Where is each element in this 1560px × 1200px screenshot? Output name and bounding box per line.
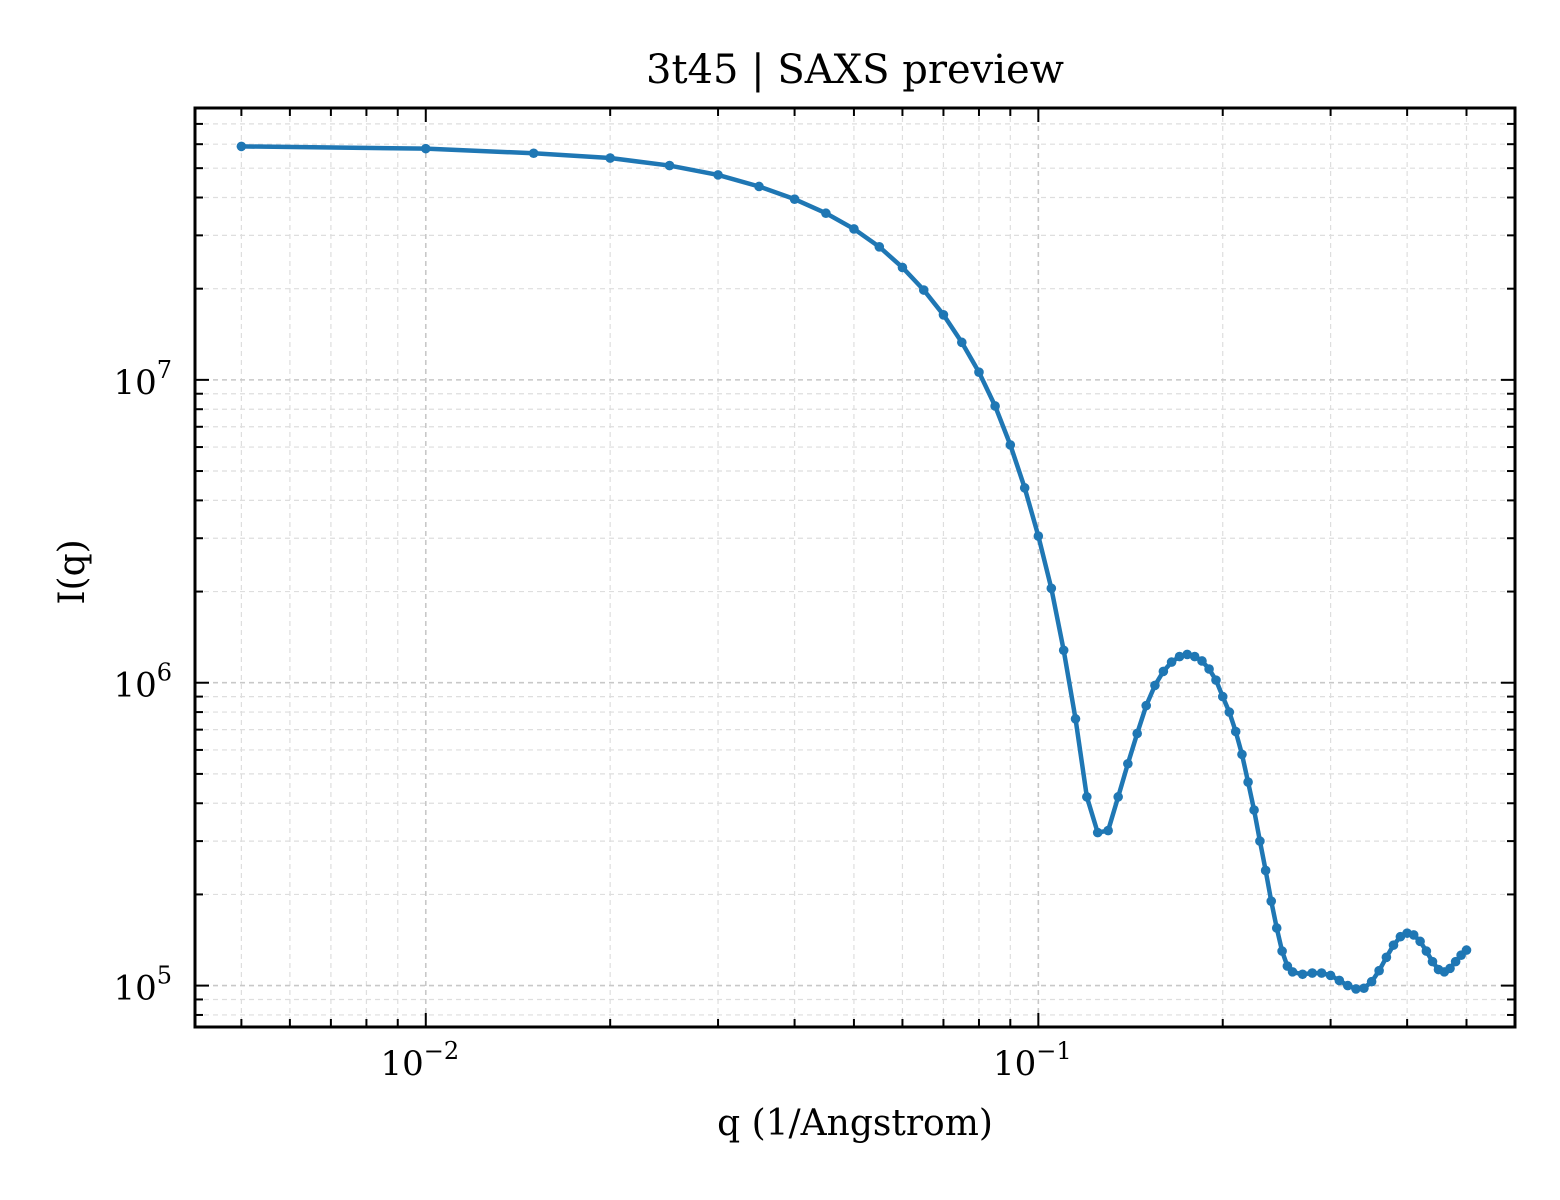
- data-point: [1019, 483, 1030, 493]
- data-point: [849, 224, 859, 234]
- data-point: [1189, 651, 1200, 662]
- y-tick-label-base: 10: [113, 969, 156, 1009]
- data-point: [990, 401, 1000, 411]
- data-point: [1266, 896, 1277, 906]
- y-tick-label-base: 10: [113, 666, 156, 706]
- data-point: [1123, 758, 1133, 769]
- data-point: [1132, 728, 1142, 739]
- x-tick-label-base: 10: [993, 1044, 1036, 1084]
- grid: [195, 108, 1515, 1027]
- data-point: [1277, 946, 1287, 956]
- data-point: [754, 181, 764, 192]
- y-axis-label: I(q): [52, 539, 93, 604]
- data-point: [1325, 970, 1336, 981]
- data-point: [528, 148, 539, 159]
- data-point: [1461, 945, 1472, 955]
- x-axis-label: q (1/Angstrom): [717, 1103, 993, 1144]
- x-tick-label-base: 10: [380, 1044, 423, 1084]
- y-tick-label-base: 10: [113, 363, 156, 403]
- data-point: [938, 309, 949, 320]
- chart-title: 3t45 | SAXS preview: [646, 47, 1064, 93]
- y-tick-label: 106: [113, 659, 172, 706]
- data-point: [957, 337, 967, 348]
- series-path: [239, 144, 1469, 992]
- data-point: [1243, 777, 1253, 787]
- data-point: [1237, 749, 1247, 760]
- data-point: [1421, 946, 1432, 956]
- data-point: [1158, 666, 1169, 677]
- data-point: [1408, 930, 1419, 940]
- data-point: [1211, 675, 1221, 685]
- data-point: [1150, 680, 1160, 691]
- data-point: [821, 208, 831, 219]
- data-point: [1334, 975, 1345, 986]
- data-point: [1204, 664, 1214, 674]
- data-point: [1249, 805, 1259, 815]
- data-point: [1113, 792, 1123, 802]
- data-point: [1415, 936, 1425, 947]
- data-point: [1271, 923, 1282, 933]
- data-point: [1381, 952, 1392, 963]
- data-point: [664, 160, 675, 171]
- data-point: [918, 285, 929, 295]
- data-point: [1182, 649, 1193, 660]
- data-point: [1070, 714, 1081, 724]
- data-point: [713, 170, 723, 180]
- data-point: [1166, 657, 1177, 667]
- data-point: [1224, 707, 1235, 717]
- data-point: [874, 242, 885, 252]
- data-point: [1033, 531, 1044, 541]
- data-point: [1255, 836, 1265, 846]
- data-point: [1230, 726, 1241, 737]
- data-point: [897, 262, 908, 273]
- y-tick-label: 107: [113, 356, 172, 403]
- data-point: [420, 143, 431, 154]
- data-point: [1217, 691, 1228, 702]
- data-point: [1174, 651, 1185, 662]
- data-point: [1342, 980, 1353, 991]
- data-point: [1092, 827, 1103, 838]
- data-point: [1058, 645, 1069, 656]
- data-point: [1103, 825, 1113, 836]
- x-tick-label: 10−1: [993, 1037, 1072, 1084]
- y-tick-label-exponent: 6: [157, 659, 172, 687]
- data-point: [1359, 983, 1369, 994]
- data-point: [1427, 956, 1438, 967]
- data-point: [1046, 583, 1057, 594]
- data-point: [1197, 656, 1207, 666]
- data-point: [1445, 963, 1455, 974]
- data-point: [1260, 865, 1271, 876]
- data-point: [1307, 968, 1318, 978]
- y-tick-label-exponent: 5: [157, 962, 172, 990]
- data-point: [236, 141, 247, 152]
- data-point: [1297, 969, 1308, 980]
- data-point: [1287, 967, 1298, 977]
- data-point: [1450, 956, 1461, 967]
- data-point: [1388, 940, 1399, 950]
- data-point: [1316, 968, 1327, 978]
- data-point: [1374, 965, 1384, 976]
- data-point: [1141, 700, 1152, 711]
- data-point: [1366, 976, 1377, 987]
- y-tick-label: 105: [113, 962, 172, 1009]
- data-point: [789, 194, 800, 204]
- series-line: [236, 141, 1472, 994]
- data-point: [605, 153, 615, 163]
- data-point: [1351, 984, 1361, 994]
- x-tick-label-exponent: −2: [424, 1037, 459, 1065]
- x-tick-label: 10−2: [380, 1037, 459, 1084]
- y-tick-label-exponent: 7: [157, 356, 172, 384]
- data-point: [1082, 792, 1092, 802]
- data-point: [974, 367, 984, 378]
- data-point: [1005, 440, 1016, 450]
- plot-frame: [193, 106, 1517, 1029]
- x-tick-label-exponent: −1: [1036, 1037, 1071, 1065]
